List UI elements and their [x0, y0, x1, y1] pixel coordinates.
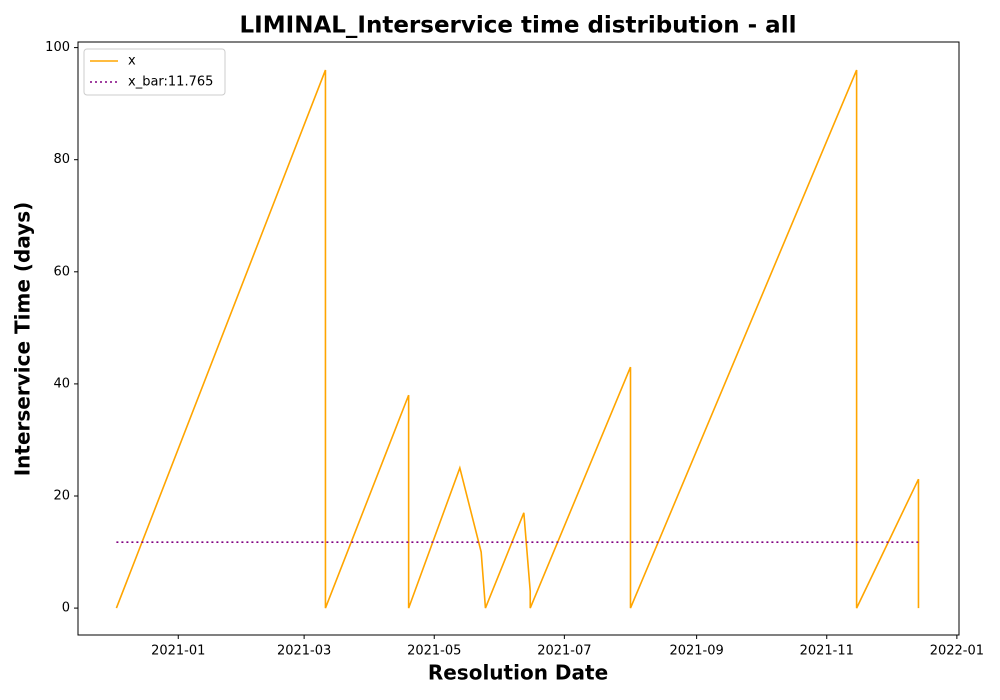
x-axis-label: Resolution Date: [428, 661, 608, 685]
x-tick-label: 2021-05: [407, 644, 461, 659]
y-tick-label: 100: [45, 40, 70, 55]
y-tick-label: 60: [53, 264, 70, 279]
y-tick-label: 20: [53, 488, 70, 503]
x-tick-label: 2022-01: [930, 644, 984, 659]
chart-title: LIMINAL_Interservice time distribution -…: [240, 13, 797, 39]
x-tick-label: 2021-11: [800, 644, 854, 659]
legend-label: x: [128, 54, 136, 69]
x-tick-label: 2021-03: [277, 644, 331, 659]
y-axis-label: Interservice Time (days): [11, 202, 35, 477]
series-line: [115, 69, 920, 609]
x-tick-label: 2021-01: [151, 644, 205, 659]
y-tick-label: 80: [53, 152, 70, 167]
y-tick-label: 40: [53, 376, 70, 391]
x-tick-label: 2021-07: [537, 644, 591, 659]
legend-box: [83, 48, 226, 96]
x-tick-label: 2021-09: [669, 644, 723, 659]
plot-frame: [77, 41, 960, 636]
legend-label: x_bar:11.765: [128, 75, 213, 90]
y-tick-label: 0: [62, 601, 70, 616]
